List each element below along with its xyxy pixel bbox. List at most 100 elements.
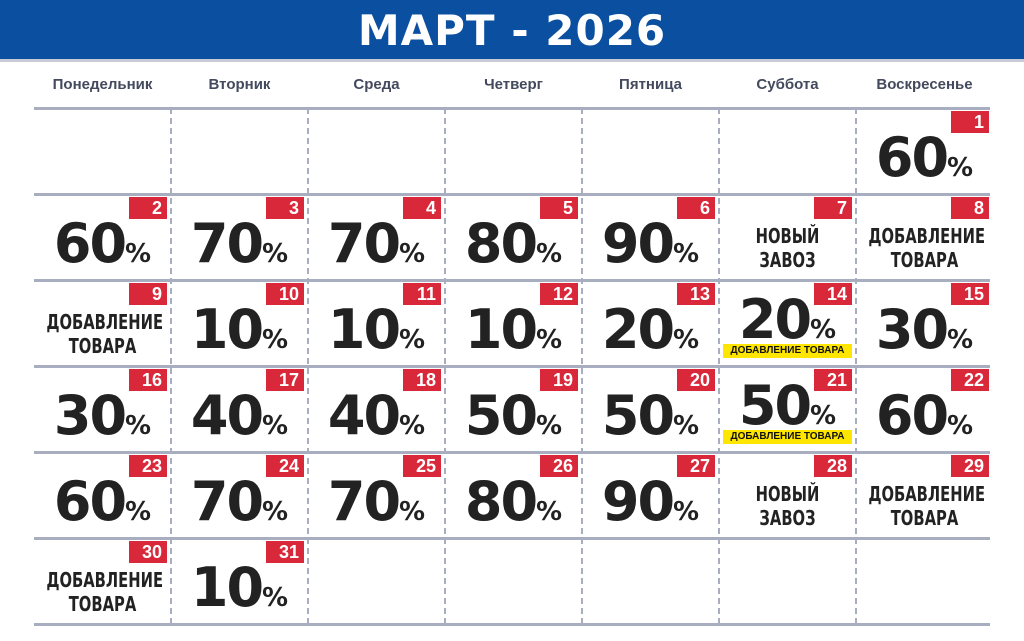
discount: 60% [34, 470, 171, 533]
percent-sign: % [536, 411, 563, 441]
day-cell: 26 80% [445, 452, 582, 538]
day-number: 4 [403, 197, 441, 219]
discount: 80% [445, 470, 582, 533]
day-number: 10 [266, 283, 304, 305]
grid-line [855, 108, 857, 624]
discount-value: 10 [464, 298, 538, 361]
day-number: 23 [129, 455, 167, 477]
percent-sign: % [262, 239, 289, 269]
label: НОВЫЙ ЗАВОЗ [731, 224, 843, 272]
grid-line [34, 193, 990, 196]
discount-value: 90 [601, 212, 675, 275]
discount-value: 80 [464, 212, 538, 275]
discount-value: 40 [327, 384, 401, 447]
day-cell: 30 ДОБАВЛЕНИЕ ТОВАРА [34, 538, 171, 624]
percent-sign: % [399, 411, 426, 441]
discount: 70% [308, 212, 445, 275]
day-number: 18 [403, 369, 441, 391]
discount: 70% [171, 212, 308, 275]
day-cell: 5 80% [445, 194, 582, 280]
day-cell: 31 10% [171, 538, 308, 624]
day-cell: 13 20% [582, 280, 719, 366]
grid-line [34, 365, 990, 368]
day-cell: 28 НОВЫЙ ЗАВОЗ [719, 452, 856, 538]
grid-line [34, 451, 990, 454]
percent-sign: % [947, 411, 974, 441]
grid-line [444, 108, 446, 624]
percent-sign: % [262, 497, 289, 527]
label-line: ЗАВОЗ [759, 506, 816, 530]
day-number: 21 [814, 369, 852, 391]
percent-sign: % [810, 315, 837, 345]
discount: 30% [856, 298, 993, 361]
weekday: Понедельник [52, 76, 153, 93]
discount-value: 10 [190, 556, 264, 619]
day-number: 7 [814, 197, 852, 219]
day-cell: 29 ДОБАВЛЕНИЕ ТОВАРА [856, 452, 993, 538]
day-number: 26 [540, 455, 578, 477]
discount-value: 40 [190, 384, 264, 447]
day-number: 15 [951, 283, 989, 305]
day-cell: 22 60% [856, 366, 993, 452]
discount: 20% [582, 298, 719, 361]
day-number: 2 [129, 197, 167, 219]
discount-value: 20 [738, 288, 812, 351]
discount-value: 80 [464, 470, 538, 533]
day-cell: 1 60% [856, 108, 993, 194]
grid-line [34, 623, 990, 626]
discount: 80% [445, 212, 582, 275]
day-number: 31 [266, 541, 304, 563]
title: МАРТ - 2026 [357, 6, 667, 55]
percent-sign: % [399, 497, 426, 527]
percent-sign: % [262, 411, 289, 441]
percent-sign: % [536, 497, 563, 527]
discount: 40% [308, 384, 445, 447]
day-cell: 11 10% [308, 280, 445, 366]
label-line: НОВЫЙ [755, 482, 820, 506]
day-number: 27 [677, 455, 715, 477]
weekday: Четверг [484, 76, 543, 93]
discount: 10% [171, 556, 308, 619]
day-number: 28 [814, 455, 852, 477]
day-number: 22 [951, 369, 989, 391]
label-line: ДОБАВЛЕНИЕ [46, 568, 164, 592]
discount: 90% [582, 212, 719, 275]
percent-sign: % [673, 497, 700, 527]
label-line: ЗАВОЗ [759, 248, 816, 272]
label-line: ДОБАВЛЕНИЕ [46, 310, 164, 334]
discount-value: 70 [327, 470, 401, 533]
day-number: 19 [540, 369, 578, 391]
label-line: ТОВАРА [890, 248, 959, 272]
day-cell: 21 50% ДОБАВЛЕНИЕ ТОВАРА [719, 366, 856, 452]
grid-line [34, 537, 990, 540]
discount-value: 20 [601, 298, 675, 361]
discount: 70% [308, 470, 445, 533]
day-cell: 14 20% ДОБАВЛЕНИЕ ТОВАРА [719, 280, 856, 366]
percent-sign: % [399, 325, 426, 355]
weekday: Пятница [619, 76, 682, 93]
discount: 10% [171, 298, 308, 361]
day-number: 16 [129, 369, 167, 391]
percent-sign: % [125, 497, 152, 527]
day-cell: 3 70% [171, 194, 308, 280]
discount: 90% [582, 470, 719, 533]
day-cell: 7 НОВЫЙ ЗАВОЗ [719, 194, 856, 280]
percent-sign: % [673, 411, 700, 441]
day-cell: 2 60% [34, 194, 171, 280]
day-number: 11 [403, 283, 441, 305]
grid-line [718, 108, 720, 624]
percent-sign: % [262, 325, 289, 355]
discount: 50% [582, 384, 719, 447]
day-number: 6 [677, 197, 715, 219]
discount-value: 10 [327, 298, 401, 361]
percent-sign: % [125, 239, 152, 269]
day-cell: 24 70% [171, 452, 308, 538]
day-number: 5 [540, 197, 578, 219]
day-cell: 27 90% [582, 452, 719, 538]
grid-line [307, 108, 309, 624]
discount-value: 30 [53, 384, 127, 447]
discount-value: 60 [53, 470, 127, 533]
grid-line [34, 279, 990, 282]
day-number: 1 [951, 111, 989, 133]
percent-sign: % [399, 239, 426, 269]
